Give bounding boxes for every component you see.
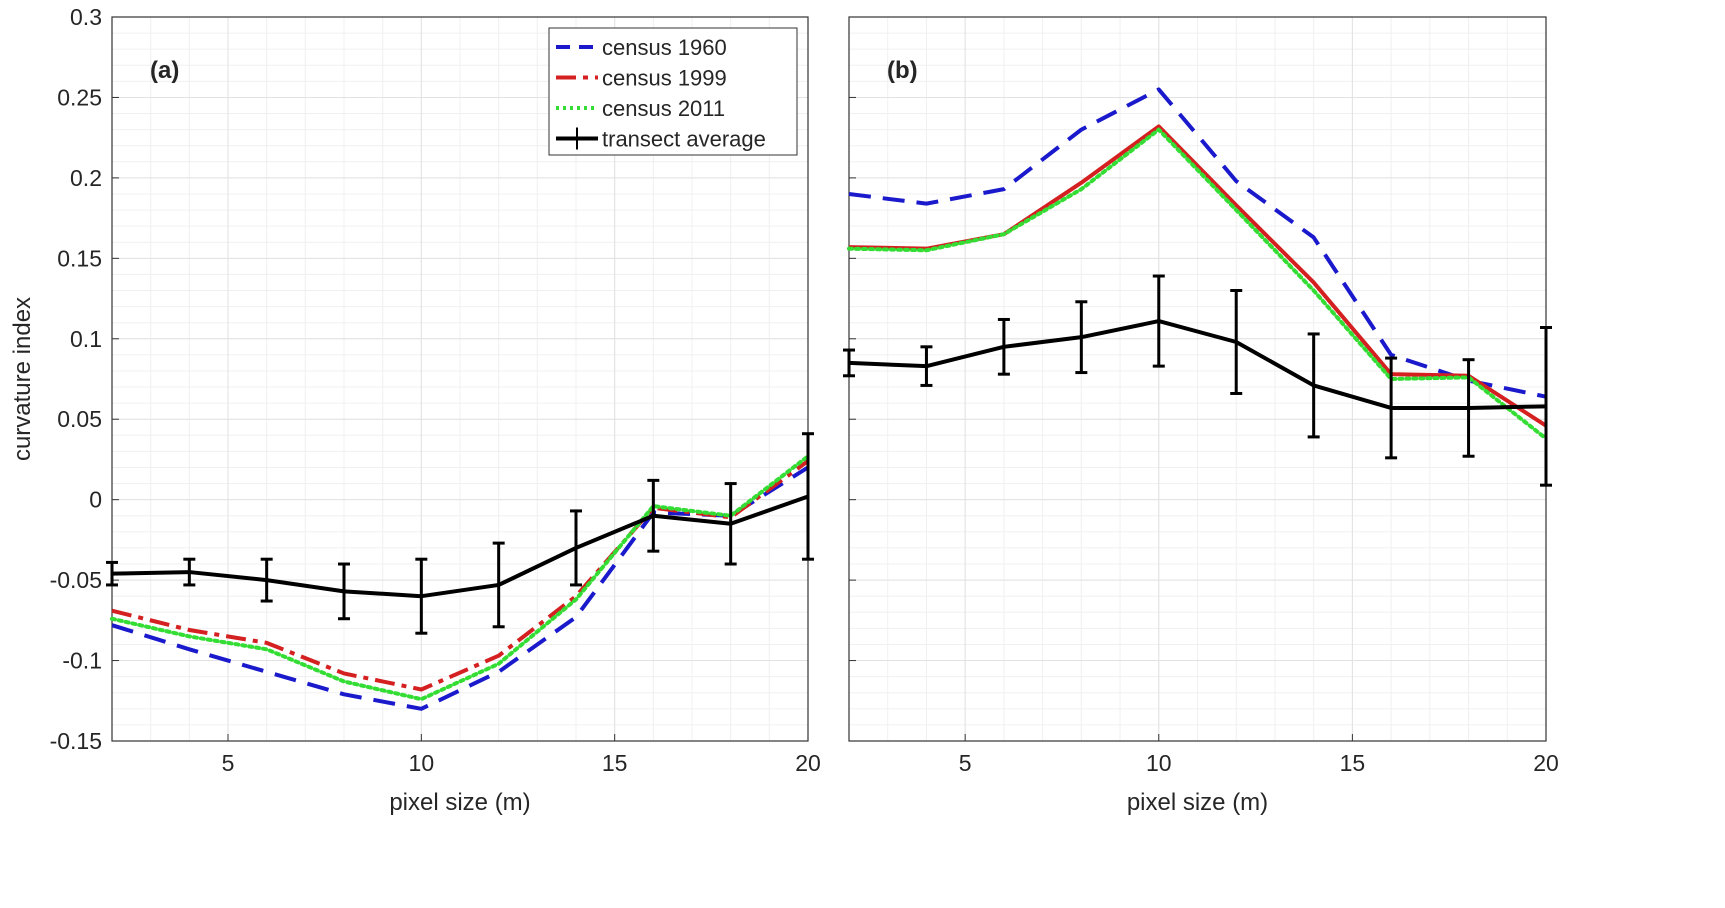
series-line-transect-average bbox=[111, 494, 809, 599]
series-line-census-2011 bbox=[110, 454, 810, 702]
series-line-census-1960 bbox=[111, 465, 810, 711]
y-tick-label: 0.2 bbox=[70, 165, 102, 191]
x-axis-label: pixel size (m) bbox=[1127, 789, 1268, 816]
panel-b: 5 10 15 20 pixel size (m) (b) bbox=[843, 16, 1559, 816]
x-tick-label: 5 bbox=[959, 750, 972, 776]
y-tick-label: -0.1 bbox=[62, 648, 102, 674]
y-tick-label: 0.25 bbox=[57, 84, 102, 110]
x-tick-label: 10 bbox=[1146, 750, 1172, 776]
series-line-census-2011 bbox=[847, 127, 1548, 441]
x-tick-label: 15 bbox=[602, 750, 628, 776]
legend: census 1960 census 1999 census 2011 transec… bbox=[548, 27, 798, 156]
x-axis-label: pixel size (m) bbox=[389, 789, 530, 816]
axes-box bbox=[111, 16, 809, 742]
y-axis-label: curvature index bbox=[9, 297, 36, 461]
y-tick-label: 0.1 bbox=[70, 326, 102, 352]
y-tick-label: 0.15 bbox=[57, 245, 102, 271]
legend-label: transect average bbox=[602, 127, 766, 152]
legend-box bbox=[548, 27, 798, 156]
legend-label: census 1960 bbox=[602, 35, 727, 60]
x-tick-label: 20 bbox=[1533, 750, 1559, 776]
y-tick-label: -0.15 bbox=[50, 728, 102, 754]
y-tick-label: 0.05 bbox=[57, 406, 102, 432]
x-tick-label: 5 bbox=[222, 750, 235, 776]
panel-label: (b) bbox=[887, 57, 918, 84]
series-line-census-1960 bbox=[848, 87, 1547, 399]
legend-label: census 2011 bbox=[602, 96, 725, 121]
x-tick-label: 15 bbox=[1340, 750, 1366, 776]
panel-label: (a) bbox=[150, 57, 179, 84]
y-tick-label: 0.3 bbox=[70, 4, 102, 30]
series-line-transect-average bbox=[848, 319, 1547, 410]
series-line-census-1999 bbox=[111, 459, 810, 692]
panel-a: 5 10 15 20 -0.15 -0.1 -0.05 0 0.05 0.1 0.15 0.2 0.25… bbox=[9, 4, 821, 816]
x-tick-label: 10 bbox=[409, 750, 435, 776]
x-tick-label: 20 bbox=[795, 750, 821, 776]
y-tick-label: -0.05 bbox=[50, 567, 102, 593]
y-tick-label: 0 bbox=[89, 487, 102, 513]
legend-label: census 1999 bbox=[602, 66, 727, 91]
